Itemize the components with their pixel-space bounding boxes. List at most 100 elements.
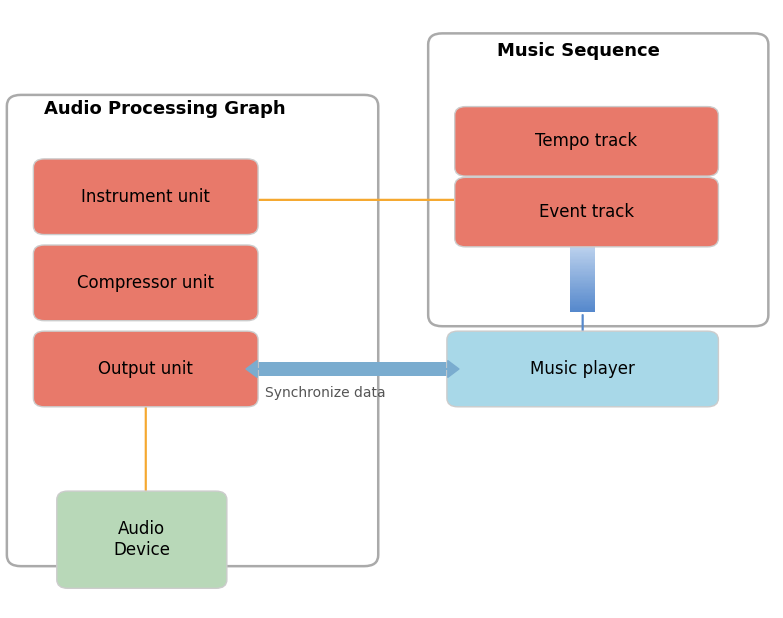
FancyBboxPatch shape [570,307,595,308]
FancyBboxPatch shape [570,306,595,307]
FancyBboxPatch shape [570,287,595,288]
FancyBboxPatch shape [399,362,404,376]
FancyBboxPatch shape [570,284,595,286]
FancyBboxPatch shape [570,255,595,256]
FancyBboxPatch shape [387,362,392,376]
FancyBboxPatch shape [448,362,453,376]
FancyBboxPatch shape [280,362,286,376]
FancyBboxPatch shape [570,253,595,255]
FancyBboxPatch shape [406,362,411,376]
FancyBboxPatch shape [570,302,595,303]
FancyBboxPatch shape [570,277,595,279]
FancyBboxPatch shape [372,362,377,376]
FancyBboxPatch shape [451,362,456,376]
FancyBboxPatch shape [570,279,595,281]
Text: Music player: Music player [530,360,635,378]
FancyBboxPatch shape [570,256,595,257]
FancyBboxPatch shape [352,362,358,376]
FancyBboxPatch shape [34,245,258,321]
FancyBboxPatch shape [570,252,595,253]
FancyBboxPatch shape [570,300,595,302]
FancyBboxPatch shape [459,362,464,376]
FancyBboxPatch shape [455,362,460,376]
FancyBboxPatch shape [570,258,595,260]
FancyBboxPatch shape [570,292,595,293]
FancyBboxPatch shape [315,362,320,376]
FancyBboxPatch shape [570,283,595,284]
FancyBboxPatch shape [391,362,396,376]
FancyBboxPatch shape [284,362,290,376]
FancyBboxPatch shape [444,362,449,376]
FancyBboxPatch shape [570,308,595,310]
FancyBboxPatch shape [421,362,427,376]
FancyBboxPatch shape [341,362,347,376]
FancyBboxPatch shape [356,362,362,376]
FancyBboxPatch shape [307,362,312,376]
Text: Event track: Event track [539,203,634,221]
FancyBboxPatch shape [258,362,263,376]
FancyBboxPatch shape [570,264,595,265]
FancyBboxPatch shape [330,362,335,376]
FancyBboxPatch shape [296,362,301,376]
FancyBboxPatch shape [570,275,595,276]
FancyBboxPatch shape [570,246,595,247]
Text: Output unit: Output unit [99,360,193,378]
FancyBboxPatch shape [360,362,366,376]
FancyBboxPatch shape [570,271,595,273]
FancyBboxPatch shape [425,362,430,376]
FancyBboxPatch shape [570,305,595,306]
FancyBboxPatch shape [395,362,400,376]
FancyBboxPatch shape [570,303,595,305]
FancyBboxPatch shape [402,362,407,376]
FancyBboxPatch shape [570,295,595,297]
FancyBboxPatch shape [288,362,294,376]
FancyBboxPatch shape [570,301,595,302]
FancyBboxPatch shape [455,106,719,176]
FancyBboxPatch shape [570,276,595,277]
FancyBboxPatch shape [303,362,309,376]
FancyBboxPatch shape [570,266,595,268]
FancyBboxPatch shape [570,265,595,266]
FancyBboxPatch shape [272,362,278,376]
Text: Music Sequence: Music Sequence [497,42,660,60]
FancyBboxPatch shape [417,362,423,376]
FancyBboxPatch shape [34,159,258,235]
FancyBboxPatch shape [570,293,595,294]
Text: Compressor unit: Compressor unit [78,274,215,292]
Text: Instrument unit: Instrument unit [81,188,210,206]
FancyBboxPatch shape [570,289,595,290]
FancyBboxPatch shape [570,297,595,298]
FancyBboxPatch shape [428,362,434,376]
FancyBboxPatch shape [570,269,595,270]
FancyBboxPatch shape [379,362,384,376]
FancyBboxPatch shape [436,362,442,376]
FancyBboxPatch shape [337,362,343,376]
FancyBboxPatch shape [368,362,373,376]
FancyBboxPatch shape [570,263,595,264]
FancyBboxPatch shape [570,310,595,311]
FancyBboxPatch shape [57,491,227,588]
FancyBboxPatch shape [440,362,446,376]
FancyBboxPatch shape [570,247,595,248]
FancyBboxPatch shape [570,273,595,274]
FancyBboxPatch shape [570,282,595,283]
FancyBboxPatch shape [570,299,595,300]
FancyBboxPatch shape [364,362,370,376]
Text: Synchronize data: Synchronize data [265,386,385,400]
FancyBboxPatch shape [276,362,282,376]
FancyBboxPatch shape [570,298,595,299]
FancyBboxPatch shape [322,362,327,376]
FancyBboxPatch shape [570,261,595,263]
FancyBboxPatch shape [570,274,595,275]
FancyBboxPatch shape [455,177,719,247]
FancyBboxPatch shape [570,250,595,251]
FancyBboxPatch shape [428,33,768,326]
FancyBboxPatch shape [570,243,595,245]
FancyBboxPatch shape [570,257,595,258]
FancyBboxPatch shape [570,268,595,269]
FancyBboxPatch shape [383,362,388,376]
FancyBboxPatch shape [570,251,595,252]
FancyBboxPatch shape [375,362,381,376]
FancyBboxPatch shape [7,95,378,566]
FancyBboxPatch shape [447,331,719,407]
